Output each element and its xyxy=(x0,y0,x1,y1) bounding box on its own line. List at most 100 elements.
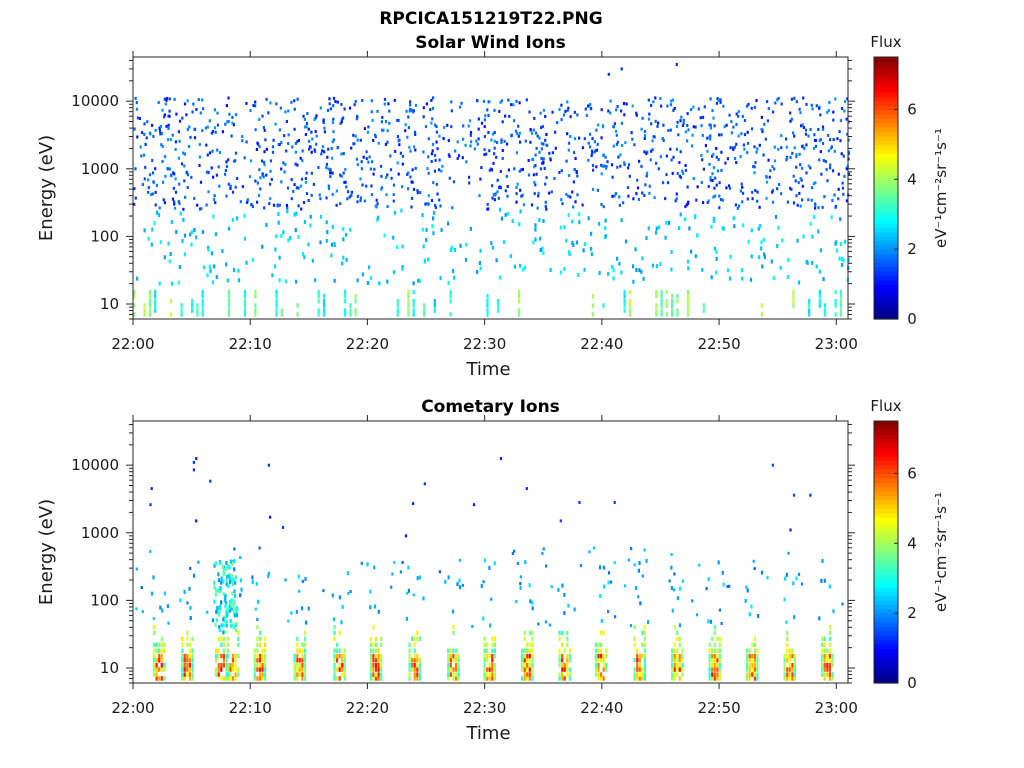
flux-cell xyxy=(826,648,829,653)
flux-cell xyxy=(573,607,576,612)
flux-cell xyxy=(183,102,187,106)
flux-cell xyxy=(796,203,799,207)
flux-cell xyxy=(519,263,522,268)
flux-cell xyxy=(483,118,486,122)
flux-cell xyxy=(343,107,346,111)
flux-cell xyxy=(338,667,341,672)
flux-cell xyxy=(293,658,296,663)
flux-cell xyxy=(595,165,598,169)
flux-cell xyxy=(561,658,564,663)
flux-cell xyxy=(147,190,150,194)
flux-cell xyxy=(600,653,603,659)
flux-cell xyxy=(222,630,225,635)
flux-cell xyxy=(716,97,719,101)
flux-cell xyxy=(600,648,603,653)
flux-cell xyxy=(355,117,358,121)
flux-cell xyxy=(183,653,186,659)
flux-cell xyxy=(301,667,304,672)
flux-cell xyxy=(243,236,246,241)
flux-cell xyxy=(710,275,713,280)
flux-cell xyxy=(183,164,186,168)
flux-cell xyxy=(329,107,332,111)
flux-cell xyxy=(156,210,159,215)
flux-cell xyxy=(416,189,419,193)
flux-cell xyxy=(505,174,508,178)
flux-cell xyxy=(264,642,267,648)
flux-cell xyxy=(333,676,336,681)
flux-cell xyxy=(761,130,764,134)
colorbar-segment xyxy=(874,429,898,435)
flux-cell xyxy=(825,168,828,171)
flux-cell xyxy=(228,604,231,609)
flux-cell xyxy=(563,611,566,615)
flux-cell xyxy=(594,149,597,153)
flux-cell xyxy=(645,236,648,241)
flux-cell xyxy=(484,114,487,118)
flux-cell xyxy=(153,221,156,226)
flux-cell xyxy=(818,303,821,308)
flux-cell xyxy=(155,648,158,653)
flux-cell xyxy=(827,133,830,137)
flux-cell xyxy=(748,612,751,617)
flux-cell xyxy=(839,139,842,143)
flux-cell xyxy=(665,173,668,177)
flux-cell xyxy=(228,112,231,116)
colorbar-segment xyxy=(874,301,898,307)
flux-cell xyxy=(226,574,229,579)
flux-cell xyxy=(810,186,814,190)
flux-cell xyxy=(830,215,833,220)
flux-cell xyxy=(578,220,581,225)
flux-cell xyxy=(611,175,614,179)
flux-cell xyxy=(467,124,470,128)
flux-cell xyxy=(154,128,157,132)
flux-cell xyxy=(817,206,820,210)
flux-cell xyxy=(133,202,136,206)
flux-cell xyxy=(163,115,166,119)
flux-cell xyxy=(232,625,235,630)
flux-cell xyxy=(671,171,674,175)
flux-cell xyxy=(443,125,446,129)
flux-cell xyxy=(491,667,494,672)
colorbar-segment xyxy=(874,292,898,298)
flux-cell xyxy=(168,167,171,171)
flux-cell xyxy=(222,617,225,622)
flux-cell xyxy=(188,642,191,648)
flux-cell xyxy=(522,267,525,272)
flux-cell xyxy=(257,599,260,604)
flux-cell xyxy=(217,648,220,653)
flux-cell xyxy=(392,193,395,197)
flux-cell xyxy=(537,622,540,626)
flux-cell xyxy=(725,186,728,190)
flux-cell xyxy=(163,667,166,672)
flux-cell xyxy=(174,140,177,144)
flux-cell xyxy=(520,168,523,172)
flux-cell xyxy=(229,559,232,564)
flux-cell xyxy=(818,294,821,299)
flux-cell xyxy=(158,206,161,210)
flux-cell xyxy=(436,192,439,196)
flux-cell xyxy=(599,594,602,599)
flux-cell xyxy=(377,672,380,677)
flux-cell xyxy=(548,623,551,627)
flux-cell xyxy=(229,186,232,190)
flux-cell xyxy=(538,136,541,140)
flux-cell xyxy=(186,653,189,659)
flux-cell xyxy=(177,156,180,160)
flux-cell xyxy=(818,289,821,295)
flux-cell xyxy=(167,126,170,130)
flux-cell xyxy=(752,165,755,168)
flux-cell xyxy=(169,299,173,304)
flux-cell xyxy=(401,560,404,564)
flux-cell xyxy=(623,161,626,165)
flux-cell xyxy=(435,140,438,144)
flux-cell xyxy=(235,628,238,633)
flux-cell xyxy=(758,255,761,260)
flux-cell xyxy=(193,196,196,200)
flux-cell xyxy=(746,130,749,134)
flux-cell xyxy=(531,667,534,672)
flux-cell xyxy=(686,139,689,143)
flux-cell xyxy=(186,667,189,672)
flux-cell xyxy=(746,648,749,653)
flux-cell xyxy=(532,128,535,132)
